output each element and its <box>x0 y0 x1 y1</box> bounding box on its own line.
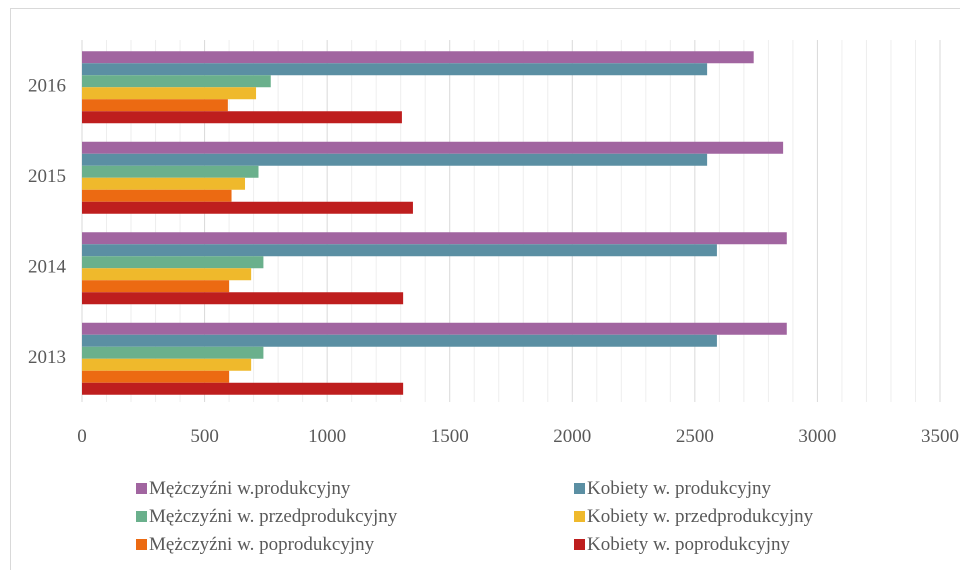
bar <box>82 268 252 281</box>
bar <box>82 322 787 335</box>
legend-swatch <box>136 483 147 494</box>
legend-swatch <box>574 511 585 522</box>
bar <box>82 292 404 305</box>
x-tick-label: 3000 <box>798 426 836 447</box>
bar <box>82 358 252 371</box>
legend-label: Mężczyźni w. poprodukcyjny <box>149 534 375 555</box>
x-tick-label: 2500 <box>676 426 714 447</box>
bar <box>82 51 754 64</box>
y-tick-label: 2015 <box>28 166 66 187</box>
bar <box>82 87 257 100</box>
bar <box>82 201 413 214</box>
bars <box>82 51 787 395</box>
legend-label: Mężczyźni w.produkcyjny <box>149 478 351 499</box>
bar <box>82 346 264 359</box>
bar <box>82 280 230 293</box>
x-tick-label: 1000 <box>308 426 346 447</box>
x-tick-label: 0 <box>77 426 87 447</box>
legend-swatch <box>136 511 147 522</box>
bar <box>82 189 232 202</box>
bar <box>82 177 246 190</box>
bar <box>82 382 404 395</box>
bar <box>82 244 717 257</box>
bar <box>82 75 271 88</box>
legend-label: Kobiety w. przedprodukcyjny <box>587 506 814 527</box>
bar <box>82 165 259 178</box>
x-axis-ticks: 0 500 1000 1500 2000 2500 3000 3500 <box>77 426 959 447</box>
bar <box>82 232 787 245</box>
y-tick-label: 2016 <box>28 75 66 96</box>
legend-label: Kobiety w. poprodukcyjny <box>587 534 790 555</box>
bar <box>82 334 717 347</box>
legend-label: Kobiety w. produkcyjny <box>587 478 771 499</box>
bar <box>82 370 230 383</box>
x-tick-label: 3500 <box>921 426 959 447</box>
x-tick-label: 2000 <box>553 426 591 447</box>
legend-swatch <box>574 483 585 494</box>
legend-swatch <box>574 539 585 550</box>
y-axis-categories: 2013 2014 2015 2016 <box>28 75 67 368</box>
legend-label: Mężczyźni w. przedprodukcyjny <box>149 506 398 527</box>
x-tick-label: 500 <box>190 426 219 447</box>
bar <box>82 111 402 124</box>
bar <box>82 141 784 154</box>
bar <box>82 63 708 76</box>
bar <box>82 99 228 112</box>
bar <box>82 153 708 166</box>
legend: Mężczyźni w.produkcyjny Kobiety w. produk… <box>136 478 814 555</box>
y-tick-label: 2013 <box>28 347 66 368</box>
y-tick-label: 2014 <box>28 256 67 277</box>
x-tick-label: 1500 <box>431 426 469 447</box>
bar <box>82 256 264 269</box>
legend-swatch <box>136 539 147 550</box>
